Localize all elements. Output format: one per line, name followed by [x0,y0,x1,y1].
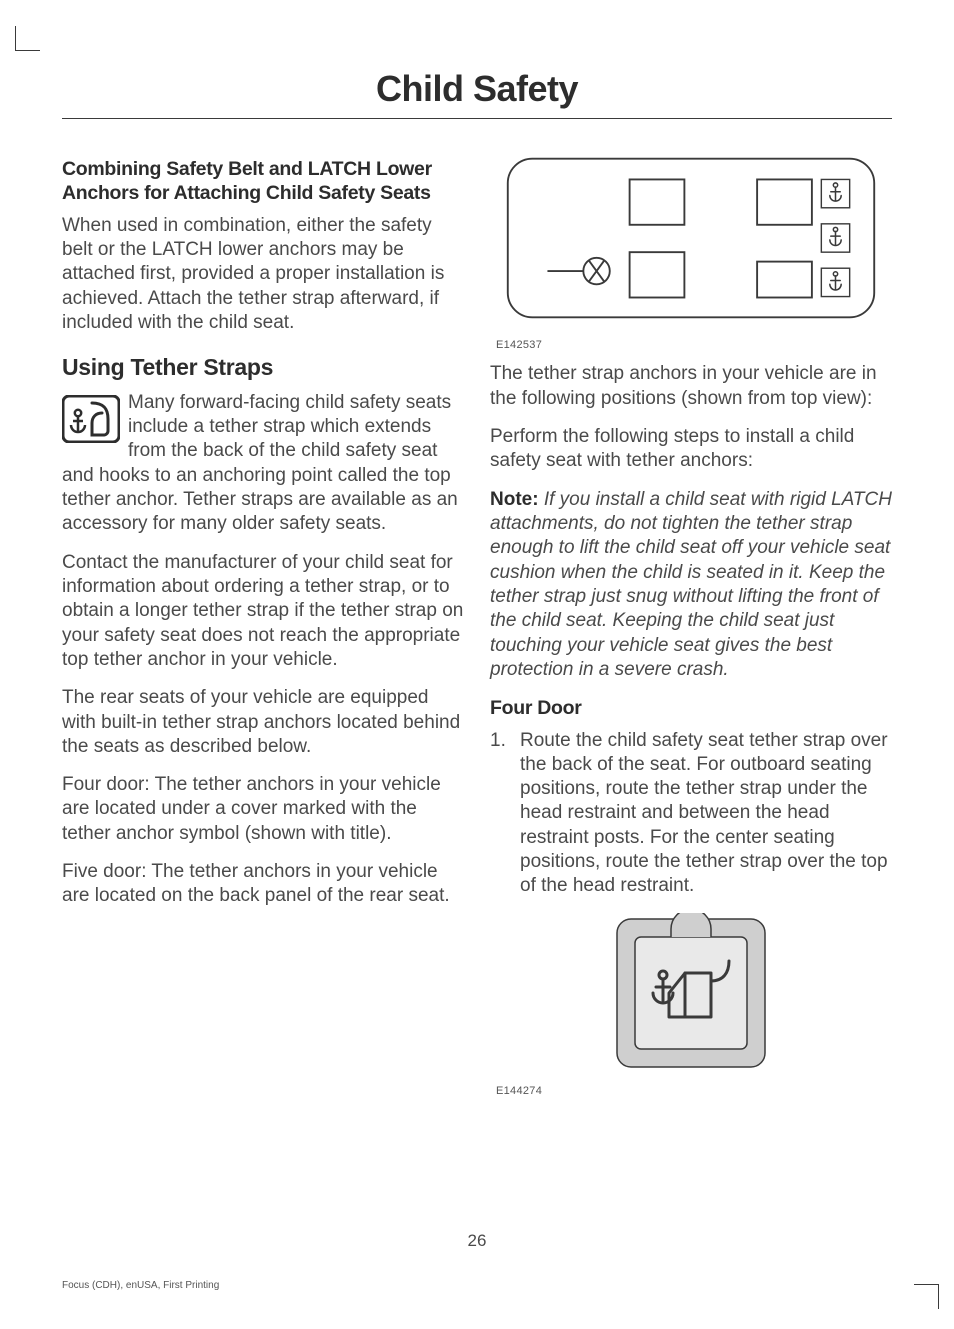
list-item: 1. Route the child safety seat tether st… [490,729,892,899]
columns: Combining Safety Belt and LATCH Lower An… [0,119,954,1098]
crop-mark-bottom-right [914,1284,939,1309]
heading-combining: Combining Safety Belt and LATCH Lower An… [62,157,464,206]
page-title: Child Safety [0,0,954,110]
anchor-cover-diagram [490,913,892,1080]
para: When used in combination, either the saf… [62,214,464,336]
right-column: E142537 The tether strap anchors in your… [490,147,892,1098]
note-label: Note: [490,489,539,510]
figure-caption: E142537 [496,338,892,352]
left-column: Combining Safety Belt and LATCH Lower An… [62,147,464,1098]
para: The tether strap anchors in your vehicle… [490,362,892,411]
list-number: 1. [490,729,520,899]
para: Five door: The tether anchors in your ve… [62,860,464,909]
heading-tether-straps: Using Tether Straps [62,353,464,382]
page: Child Safety Combining Safety Belt and L… [0,0,954,1329]
para-tether-intro: Many forward-facing child safety seats i… [62,391,464,537]
footer-text: Focus (CDH), enUSA, First Printing [62,1280,219,1291]
para: Four door: The tether anchors in your ve… [62,773,464,846]
tether-anchor-icon [62,395,120,443]
para: The rear seats of your vehicle are equip… [62,686,464,759]
page-number: 26 [0,1231,954,1251]
figure-caption: E144274 [496,1084,892,1098]
para: Contact the manufacturer of your child s… [62,551,464,673]
para-text: Many forward-facing child safety seats i… [62,392,458,535]
note-text: If you install a child seat with rigid L… [490,489,892,680]
note-para: Note: If you install a child seat with r… [490,488,892,683]
list-text: Route the child safety seat tether strap… [520,729,892,899]
para: Perform the following steps to install a… [490,425,892,474]
heading-four-door: Four Door [490,696,892,720]
crop-mark-top-left [15,26,40,51]
top-view-diagram [490,153,892,330]
